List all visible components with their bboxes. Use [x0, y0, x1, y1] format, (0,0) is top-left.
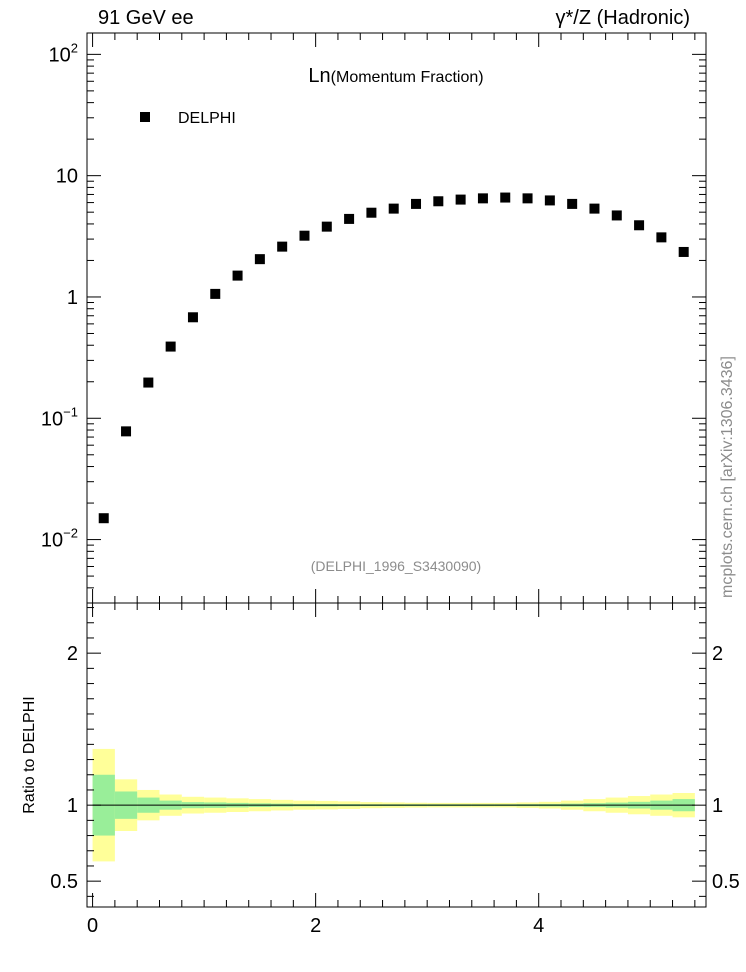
data-point	[388, 203, 399, 214]
data-point	[656, 232, 667, 243]
data-point	[567, 198, 578, 209]
y-tick-exponent: 2	[71, 40, 78, 55]
data-point	[522, 193, 533, 204]
main-plot-panel: Ln(Momentum Fraction) (DELPHI_1996_S3430…	[41, 32, 707, 604]
y-tick-label: 10−2	[41, 526, 78, 552]
header-left-label: 91 GeV ee	[98, 7, 194, 29]
ratio-y-tick-label: 1	[67, 795, 78, 817]
data-point	[411, 198, 422, 209]
data-point	[544, 195, 555, 206]
analysis-tag: (DELPHI_1996_S3430090)	[311, 558, 481, 574]
ratio-y-tick-label: 2	[67, 643, 78, 665]
data-point	[477, 193, 488, 204]
data-point	[98, 513, 109, 524]
data-point	[634, 220, 645, 231]
plot-title: Ln(Momentum Fraction)	[308, 65, 483, 87]
data-point	[678, 246, 689, 257]
legend-label-delphi: DELPHI	[178, 110, 236, 127]
data-point	[433, 196, 444, 207]
data-point	[143, 377, 154, 388]
data-point	[611, 210, 622, 221]
y-tick-exponent: −2	[63, 526, 78, 541]
data-point	[277, 241, 288, 252]
data-point	[187, 312, 198, 323]
data-points	[98, 192, 689, 524]
main-x-axis	[92, 33, 696, 603]
x-tick-label: 0	[87, 915, 98, 937]
y-tick-exponent: −1	[63, 404, 78, 419]
data-point	[321, 221, 332, 232]
data-point	[299, 230, 310, 241]
ratio-y-tick-label: 0.5	[50, 871, 78, 893]
x-tick-label: 4	[533, 915, 544, 937]
data-point	[210, 288, 221, 299]
data-point	[366, 207, 377, 218]
y-tick-mantissa: 1	[67, 287, 78, 309]
ratio-y-axis-label: Ratio to DELPHI	[21, 696, 38, 813]
data-point	[344, 213, 355, 224]
y-tick-label: 10	[56, 166, 78, 188]
ratio-y-tick-label-right: 0.5	[712, 871, 740, 893]
ratio-y-tick-label-right: 2	[712, 643, 723, 665]
x-tick-label: 2	[310, 915, 321, 937]
y-tick-label: 1	[67, 287, 78, 309]
y-tick-mantissa: 10	[41, 408, 63, 430]
data-point	[455, 194, 466, 205]
data-point	[589, 203, 600, 214]
header-right-label: γ*/Z (Hadronic)	[556, 7, 690, 29]
ratio-x-axis: 0 2 4	[87, 603, 696, 937]
watermark-text: mcplots.cern.ch [arXiv:1306.3436]	[719, 356, 736, 598]
data-point	[165, 341, 176, 352]
data-point	[500, 192, 511, 203]
data-point	[232, 270, 243, 281]
ratio-plot-panel: 0.5 0.5 1 1 2 2 0 2 4 Ratio to DELPHI	[21, 602, 740, 937]
ratio-y-axis: 0.5 0.5 1 1 2 2	[50, 607, 740, 897]
ratio-y-tick-label-right: 1	[712, 795, 723, 817]
data-point	[254, 254, 265, 265]
y-tick-mantissa: 10	[56, 166, 78, 188]
y-tick-mantissa: 10	[41, 530, 63, 552]
plot-title-sub: (Momentum Fraction)	[331, 69, 484, 86]
y-tick-mantissa: 10	[49, 44, 71, 66]
y-tick-label: 10−1	[41, 404, 78, 430]
y-tick-label: 102	[49, 40, 78, 66]
data-point	[121, 426, 132, 437]
plot-title-main: Ln	[308, 65, 330, 87]
ratio-plot-frame	[86, 602, 707, 908]
legend-marker-delphi	[140, 112, 150, 122]
